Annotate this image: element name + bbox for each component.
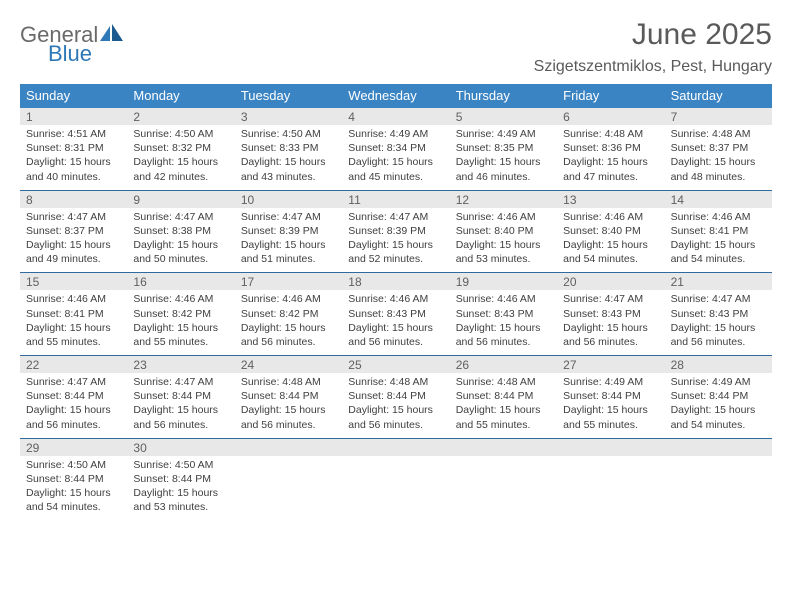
day-number: 12 (450, 190, 557, 208)
calendar-grid: Sunday Monday Tuesday Wednesday Thursday… (20, 84, 772, 520)
day-number: 18 (342, 272, 449, 290)
day-cell-empty (450, 456, 557, 521)
day-number: 9 (127, 190, 234, 208)
week-content-row: Sunrise: 4:50 AMSunset: 8:44 PMDaylight:… (20, 456, 772, 521)
location-text: Szigetszentmiklos, Pest, Hungary (534, 58, 772, 76)
day-cell: Sunrise: 4:46 AMSunset: 8:41 PMDaylight:… (20, 290, 127, 355)
weekday-header: Friday (557, 84, 664, 108)
day-number: 13 (557, 190, 664, 208)
day-cell: Sunrise: 4:49 AMSunset: 8:44 PMDaylight:… (665, 373, 772, 438)
weekday-header: Wednesday (342, 84, 449, 108)
logo-text-blue: Blue (48, 43, 92, 65)
day-number-empty (665, 438, 772, 456)
day-cell: Sunrise: 4:46 AMSunset: 8:41 PMDaylight:… (665, 208, 772, 273)
day-cell: Sunrise: 4:49 AMSunset: 8:34 PMDaylight:… (342, 125, 449, 190)
day-number: 10 (235, 190, 342, 208)
day-cell: Sunrise: 4:47 AMSunset: 8:39 PMDaylight:… (235, 208, 342, 273)
day-number: 4 (342, 108, 449, 125)
day-cell: Sunrise: 4:48 AMSunset: 8:37 PMDaylight:… (665, 125, 772, 190)
week-content-row: Sunrise: 4:47 AMSunset: 8:44 PMDaylight:… (20, 373, 772, 438)
day-cell: Sunrise: 4:50 AMSunset: 8:33 PMDaylight:… (235, 125, 342, 190)
day-number: 22 (20, 355, 127, 373)
month-title: June 2025 (534, 18, 772, 52)
day-cell: Sunrise: 4:49 AMSunset: 8:44 PMDaylight:… (557, 373, 664, 438)
day-cell-empty (342, 456, 449, 521)
day-cell: Sunrise: 4:48 AMSunset: 8:44 PMDaylight:… (342, 373, 449, 438)
day-cell: Sunrise: 4:46 AMSunset: 8:43 PMDaylight:… (450, 290, 557, 355)
weekday-header: Tuesday (235, 84, 342, 108)
title-block: June 2025 Szigetszentmiklos, Pest, Hunga… (534, 18, 772, 76)
day-number: 24 (235, 355, 342, 373)
day-number: 27 (557, 355, 664, 373)
week-content-row: Sunrise: 4:46 AMSunset: 8:41 PMDaylight:… (20, 290, 772, 355)
day-number: 5 (450, 108, 557, 125)
day-cell: Sunrise: 4:46 AMSunset: 8:43 PMDaylight:… (342, 290, 449, 355)
weekday-header: Sunday (20, 84, 127, 108)
day-cell: Sunrise: 4:48 AMSunset: 8:44 PMDaylight:… (450, 373, 557, 438)
week-row: 15161718192021 (20, 272, 772, 290)
page-header: General Blue June 2025 Szigetszentmiklos… (20, 18, 772, 76)
day-number: 1 (20, 108, 127, 125)
day-number: 19 (450, 272, 557, 290)
day-number: 16 (127, 272, 234, 290)
day-number-empty (235, 438, 342, 456)
week-row: 891011121314 (20, 190, 772, 208)
weekday-header: Thursday (450, 84, 557, 108)
day-cell: Sunrise: 4:47 AMSunset: 8:38 PMDaylight:… (127, 208, 234, 273)
week-content-row: Sunrise: 4:51 AMSunset: 8:31 PMDaylight:… (20, 125, 772, 190)
logo-sail-icon (100, 24, 124, 47)
day-number: 11 (342, 190, 449, 208)
day-number: 30 (127, 438, 234, 456)
week-row: 2930 (20, 438, 772, 456)
day-number: 28 (665, 355, 772, 373)
weekday-header: Saturday (665, 84, 772, 108)
week-row: 1234567 (20, 108, 772, 125)
day-number-empty (342, 438, 449, 456)
day-cell: Sunrise: 4:50 AMSunset: 8:44 PMDaylight:… (20, 456, 127, 521)
day-cell: Sunrise: 4:50 AMSunset: 8:32 PMDaylight:… (127, 125, 234, 190)
day-cell: Sunrise: 4:46 AMSunset: 8:42 PMDaylight:… (127, 290, 234, 355)
calendar-page: General Blue June 2025 Szigetszentmiklos… (0, 0, 792, 530)
day-cell: Sunrise: 4:47 AMSunset: 8:43 PMDaylight:… (557, 290, 664, 355)
day-number: 14 (665, 190, 772, 208)
day-cell: Sunrise: 4:46 AMSunset: 8:40 PMDaylight:… (450, 208, 557, 273)
day-number: 25 (342, 355, 449, 373)
day-cell: Sunrise: 4:47 AMSunset: 8:44 PMDaylight:… (127, 373, 234, 438)
day-number: 8 (20, 190, 127, 208)
day-cell: Sunrise: 4:51 AMSunset: 8:31 PMDaylight:… (20, 125, 127, 190)
day-number-empty (450, 438, 557, 456)
weekday-header: Monday (127, 84, 234, 108)
day-number: 3 (235, 108, 342, 125)
day-number: 15 (20, 272, 127, 290)
day-cell: Sunrise: 4:47 AMSunset: 8:44 PMDaylight:… (20, 373, 127, 438)
day-number-empty (557, 438, 664, 456)
day-number: 17 (235, 272, 342, 290)
day-cell-empty (665, 456, 772, 521)
day-number: 23 (127, 355, 234, 373)
day-cell: Sunrise: 4:46 AMSunset: 8:40 PMDaylight:… (557, 208, 664, 273)
day-cell: Sunrise: 4:46 AMSunset: 8:42 PMDaylight:… (235, 290, 342, 355)
weeks-container: 1234567Sunrise: 4:51 AMSunset: 8:31 PMDa… (20, 108, 772, 520)
day-cell-empty (557, 456, 664, 521)
week-content-row: Sunrise: 4:47 AMSunset: 8:37 PMDaylight:… (20, 208, 772, 273)
day-number: 2 (127, 108, 234, 125)
logo: General Blue (20, 18, 124, 65)
day-number: 26 (450, 355, 557, 373)
day-number: 21 (665, 272, 772, 290)
day-cell: Sunrise: 4:48 AMSunset: 8:44 PMDaylight:… (235, 373, 342, 438)
day-number: 29 (20, 438, 127, 456)
weekday-header-row: Sunday Monday Tuesday Wednesday Thursday… (20, 84, 772, 108)
day-number: 7 (665, 108, 772, 125)
day-cell: Sunrise: 4:47 AMSunset: 8:43 PMDaylight:… (665, 290, 772, 355)
day-cell: Sunrise: 4:48 AMSunset: 8:36 PMDaylight:… (557, 125, 664, 190)
day-cell: Sunrise: 4:47 AMSunset: 8:37 PMDaylight:… (20, 208, 127, 273)
week-row: 22232425262728 (20, 355, 772, 373)
day-cell: Sunrise: 4:50 AMSunset: 8:44 PMDaylight:… (127, 456, 234, 521)
day-number: 6 (557, 108, 664, 125)
day-cell: Sunrise: 4:47 AMSunset: 8:39 PMDaylight:… (342, 208, 449, 273)
day-cell-empty (235, 456, 342, 521)
day-cell: Sunrise: 4:49 AMSunset: 8:35 PMDaylight:… (450, 125, 557, 190)
day-number: 20 (557, 272, 664, 290)
